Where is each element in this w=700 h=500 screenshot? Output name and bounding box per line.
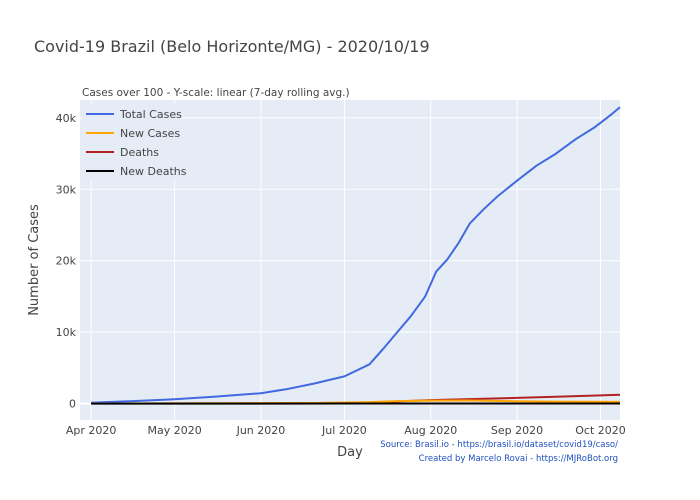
y-tick-label: 30k [56,183,77,196]
y-axis-label: Number of Cases [27,204,42,316]
y-tick-label: 20k [56,255,77,268]
grid [80,100,620,420]
x-tick-label: Sep 2020 [491,424,543,437]
credit-annotation: Created by Marcelo Rovai - https://MJRoB… [419,454,618,464]
x-tick-label: Aug 2020 [404,424,457,437]
chart-subtitle: Cases over 100 - Y-scale: linear (7-day … [82,87,350,99]
x-tick-label: Apr 2020 [66,424,117,437]
y-tick-label: 10k [56,326,77,339]
y-tick-label: 40k [56,112,77,125]
x-tick-labels: Apr 2020 May 2020 Jun 2020 Jul 2020 Aug 2020… [66,424,626,437]
legend-box [82,103,182,181]
chart-title: Covid-19 Brazil (Belo Horizonte/MG) - 20… [34,37,430,56]
series-layer [91,106,621,405]
y-tick-label: 0 [69,398,76,411]
x-tick-label: May 2020 [148,424,202,437]
legend-entry[interactable]: New Deaths [120,165,187,178]
x-tick-label: Oct 2020 [575,424,626,437]
x-tick-label: Jun 2020 [236,424,286,437]
y-tick-labels: 0 10k 20k 30k 40k [56,112,77,411]
series-line-total-cases [91,106,621,404]
legend-entry[interactable]: New Cases [120,127,180,140]
legend: Total Cases New Cases Deaths New Deaths [82,103,187,181]
x-tick-label: Jul 2020 [321,424,367,437]
source-annotation: Source: Brasil.io - https://brasil.io/da… [380,440,618,450]
x-axis-label: Day [337,445,363,460]
legend-entry[interactable]: Deaths [120,146,159,159]
legend-entry[interactable]: Total Cases [119,108,182,121]
